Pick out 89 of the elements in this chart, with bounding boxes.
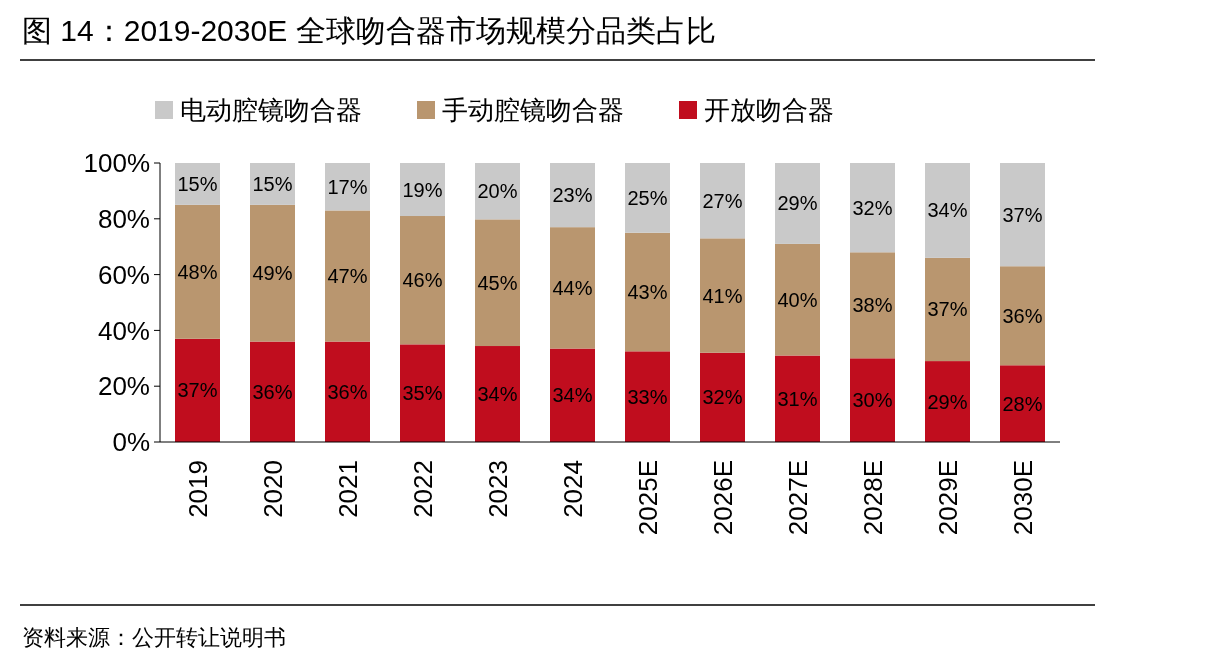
data-label: 45%: [477, 271, 518, 294]
x-tick-label: 2021: [332, 460, 363, 518]
bar: [550, 227, 595, 349]
bar: [850, 252, 895, 359]
data-label: 36%: [252, 380, 293, 403]
bar: [1000, 266, 1045, 366]
bar: [925, 361, 970, 442]
data-label: 44%: [552, 276, 593, 299]
bar: [550, 348, 595, 442]
bar: [925, 257, 970, 362]
y-tick-label: 60%: [97, 259, 150, 290]
bar: [475, 346, 520, 442]
bar: [1000, 365, 1045, 442]
legend-label: 手动腔镜吻合器: [442, 95, 624, 126]
bar: [775, 243, 820, 356]
bar: [175, 204, 220, 339]
bar: [775, 163, 820, 244]
data-label: 47%: [327, 264, 368, 287]
y-tick-label: 40%: [97, 315, 150, 346]
bar: [700, 238, 745, 353]
data-label: 37%: [927, 298, 968, 321]
data-label: 19%: [402, 178, 443, 201]
bar: [925, 163, 970, 258]
data-label: 32%: [702, 386, 743, 409]
bar: [625, 351, 670, 442]
bar: [475, 219, 520, 347]
x-tick-label: 2030E: [1007, 460, 1038, 536]
bar: [325, 210, 370, 342]
data-label: 28%: [1002, 392, 1043, 415]
x-tick-label: 2022: [407, 460, 438, 518]
data-label: 37%: [177, 379, 218, 402]
data-label: 48%: [177, 260, 218, 283]
x-tick-label: 2029E: [932, 460, 963, 536]
bar: [400, 216, 445, 345]
data-label: 34%: [477, 383, 518, 406]
y-tick-label: 20%: [97, 371, 150, 402]
bar: [700, 352, 745, 442]
legend-label: 电动腔镜吻合器: [180, 95, 362, 126]
x-tick-label: 2026E: [707, 460, 738, 536]
bar: [625, 163, 670, 233]
data-label: 15%: [252, 172, 293, 195]
data-label: 34%: [927, 199, 968, 222]
data-label: 29%: [777, 192, 818, 215]
data-label: 31%: [777, 387, 818, 410]
bar: [175, 338, 220, 442]
y-tick-label: 100%: [83, 148, 150, 179]
data-label: 15%: [177, 172, 218, 195]
data-label: 25%: [627, 186, 668, 209]
data-label: 32%: [852, 196, 893, 219]
bar: [850, 358, 895, 442]
bar: [250, 204, 295, 342]
x-tick-label: 2023: [482, 460, 513, 518]
data-label: 36%: [327, 380, 368, 403]
data-label: 34%: [552, 384, 593, 407]
data-label: 38%: [852, 294, 893, 317]
x-tick-label: 2025E: [632, 460, 663, 536]
legend-label: 开放吻合器: [704, 95, 834, 126]
x-tick-label: 2020: [257, 460, 288, 518]
x-tick-label: 2019: [182, 460, 213, 518]
bar: [850, 163, 895, 253]
x-tick-label: 2028E: [857, 460, 888, 536]
bar: [775, 355, 820, 442]
bar: [325, 341, 370, 442]
data-label: 29%: [927, 390, 968, 413]
data-label: 46%: [402, 269, 443, 292]
x-tick-label: 2024: [557, 460, 588, 518]
data-label: 41%: [702, 284, 743, 307]
data-label: 17%: [327, 175, 368, 198]
data-label: 27%: [702, 189, 743, 212]
chart-title: 图 14：2019-2030E 全球吻合器市场规模分品类占比: [22, 13, 716, 47]
data-label: 30%: [852, 389, 893, 412]
y-tick-label: 0%: [112, 427, 150, 458]
data-label: 49%: [252, 262, 293, 285]
data-label: 23%: [552, 184, 593, 207]
x-tick-label: 2027E: [782, 460, 813, 536]
data-label: 40%: [777, 288, 818, 311]
data-label: 20%: [477, 180, 518, 203]
bar: [1000, 163, 1045, 267]
data-label: 36%: [1002, 304, 1043, 327]
bar: [625, 232, 670, 352]
bar: [400, 344, 445, 442]
data-label: 43%: [627, 281, 668, 304]
text: 资料来源：公开转让说明书: [22, 624, 286, 650]
bar: [700, 163, 745, 239]
bar: [250, 341, 295, 442]
y-tick-label: 80%: [97, 203, 150, 234]
data-label: 33%: [627, 385, 668, 408]
data-label: 35%: [402, 382, 443, 405]
data-label: 37%: [1002, 203, 1043, 226]
